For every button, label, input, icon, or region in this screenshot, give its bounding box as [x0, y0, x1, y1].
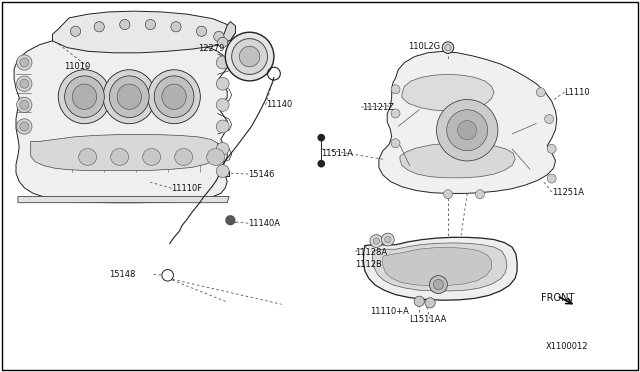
- Circle shape: [317, 160, 325, 167]
- Circle shape: [20, 79, 29, 88]
- Circle shape: [20, 58, 29, 67]
- Polygon shape: [372, 243, 507, 291]
- Ellipse shape: [207, 149, 225, 166]
- Circle shape: [120, 19, 130, 30]
- Polygon shape: [31, 135, 218, 170]
- Circle shape: [216, 120, 229, 133]
- Circle shape: [216, 77, 229, 90]
- Polygon shape: [379, 51, 557, 193]
- Circle shape: [444, 190, 452, 199]
- Text: 11251A: 11251A: [552, 188, 584, 197]
- Text: 110L2G: 110L2G: [408, 42, 440, 51]
- Circle shape: [225, 32, 274, 81]
- Text: FRONT: FRONT: [541, 293, 575, 302]
- Circle shape: [547, 174, 556, 183]
- Circle shape: [216, 56, 229, 69]
- Circle shape: [381, 233, 394, 246]
- Circle shape: [445, 44, 451, 51]
- Circle shape: [317, 134, 325, 141]
- Polygon shape: [18, 196, 229, 203]
- Circle shape: [216, 165, 229, 177]
- Ellipse shape: [175, 149, 193, 166]
- Circle shape: [214, 31, 224, 42]
- Text: 11110F: 11110F: [172, 185, 203, 193]
- Circle shape: [196, 26, 207, 36]
- Polygon shape: [364, 237, 517, 300]
- Circle shape: [425, 298, 435, 308]
- Circle shape: [385, 236, 391, 243]
- Circle shape: [20, 100, 29, 109]
- Circle shape: [225, 215, 236, 225]
- Text: X1100012: X1100012: [545, 342, 588, 351]
- Ellipse shape: [143, 149, 161, 166]
- Circle shape: [429, 276, 447, 294]
- Circle shape: [20, 122, 29, 131]
- Circle shape: [239, 46, 260, 67]
- Text: L1511AA: L1511AA: [410, 315, 447, 324]
- Ellipse shape: [162, 84, 186, 109]
- Text: 11128A: 11128A: [355, 248, 387, 257]
- Circle shape: [447, 110, 488, 151]
- Circle shape: [547, 144, 556, 153]
- Circle shape: [232, 39, 268, 74]
- Ellipse shape: [109, 76, 149, 118]
- Circle shape: [94, 22, 104, 32]
- Polygon shape: [52, 11, 236, 53]
- Text: 11140: 11140: [266, 100, 292, 109]
- Ellipse shape: [117, 84, 141, 109]
- Circle shape: [391, 85, 400, 94]
- Circle shape: [216, 142, 229, 155]
- Text: 11511A: 11511A: [321, 149, 353, 158]
- Ellipse shape: [111, 149, 129, 166]
- Ellipse shape: [58, 70, 111, 124]
- Polygon shape: [218, 22, 236, 45]
- Circle shape: [17, 119, 32, 134]
- Polygon shape: [383, 247, 492, 286]
- Circle shape: [373, 238, 380, 244]
- Circle shape: [162, 270, 173, 281]
- Circle shape: [436, 99, 498, 161]
- Polygon shape: [400, 143, 515, 178]
- Circle shape: [545, 115, 554, 124]
- Circle shape: [442, 42, 454, 53]
- Text: 15146: 15146: [248, 170, 275, 179]
- Text: 1112B: 1112B: [355, 260, 382, 269]
- Polygon shape: [402, 74, 494, 111]
- Text: 11140A: 11140A: [248, 219, 280, 228]
- Ellipse shape: [72, 84, 97, 109]
- Circle shape: [433, 279, 444, 290]
- Text: 11121Z: 11121Z: [362, 103, 394, 112]
- Ellipse shape: [103, 70, 156, 124]
- Text: 15148: 15148: [109, 270, 135, 279]
- Circle shape: [218, 37, 228, 48]
- Text: 11010: 11010: [64, 62, 90, 71]
- Circle shape: [17, 97, 32, 113]
- Circle shape: [145, 19, 156, 30]
- Ellipse shape: [148, 70, 200, 124]
- Text: L1110: L1110: [564, 88, 590, 97]
- Circle shape: [391, 139, 400, 148]
- Text: 12279: 12279: [198, 44, 225, 53]
- Ellipse shape: [65, 76, 104, 118]
- Circle shape: [17, 55, 32, 70]
- Circle shape: [414, 296, 424, 307]
- Circle shape: [171, 22, 181, 32]
- Circle shape: [536, 88, 545, 97]
- Polygon shape: [14, 34, 227, 203]
- Circle shape: [70, 26, 81, 36]
- Circle shape: [17, 76, 32, 92]
- Circle shape: [216, 99, 229, 111]
- Text: 11110+A: 11110+A: [370, 307, 409, 316]
- Ellipse shape: [154, 76, 194, 118]
- Circle shape: [370, 235, 383, 247]
- Circle shape: [458, 121, 477, 140]
- Circle shape: [476, 190, 484, 199]
- Circle shape: [391, 109, 400, 118]
- Ellipse shape: [79, 149, 97, 166]
